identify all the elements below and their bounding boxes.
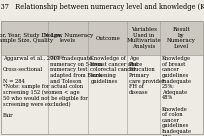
Bar bbox=[1, 55, 203, 134]
Text: Age
Place
Education
Primary
care provider
FH of
disease: Age Place Education Primary care provide… bbox=[129, 56, 165, 95]
Text: % Low Numeracy
levels: % Low Numeracy levels bbox=[43, 33, 93, 44]
Bar bbox=[1, 21, 203, 55]
Text: Author, Year, Study Design,
Sample Size, Quality: Author, Year, Study Design, Sample Size,… bbox=[0, 33, 62, 44]
Text: Result
by
Numeracy
Level: Result by Numeracy Level bbox=[167, 27, 196, 49]
Text: Knowledge of
breast cancer and
colorectal cancer
screening
guidelines: Knowledge of breast cancer and colorecta… bbox=[90, 56, 138, 84]
Text: Knowledge
of breast
cancer
guidelines
Inadequate
25%;
Adequate
48%

Knowlede
of : Knowledge of breast cancer guidelines In… bbox=[162, 56, 192, 136]
Text: 74%-inadequate
numeracy on 5-item
numeracy test
adapted from Black
and Toleson: 74%-inadequate numeracy on 5-item numera… bbox=[50, 56, 102, 84]
Text: Aggarwal et al., 2007²³

Cross-sectional

N = 284
*Note: sample for actual colon: Aggarwal et al., 2007²³ Cross-sectional … bbox=[3, 56, 87, 118]
Bar bbox=[1, 21, 203, 134]
Text: Variables
Used in
Multivariate
Analysis: Variables Used in Multivariate Analysis bbox=[126, 27, 161, 49]
Text: Outcome: Outcome bbox=[95, 36, 120, 41]
Text: Table 37   Relationship between numeracy level and knowledge (KQ 1b): Table 37 Relationship between numeracy l… bbox=[0, 3, 204, 11]
